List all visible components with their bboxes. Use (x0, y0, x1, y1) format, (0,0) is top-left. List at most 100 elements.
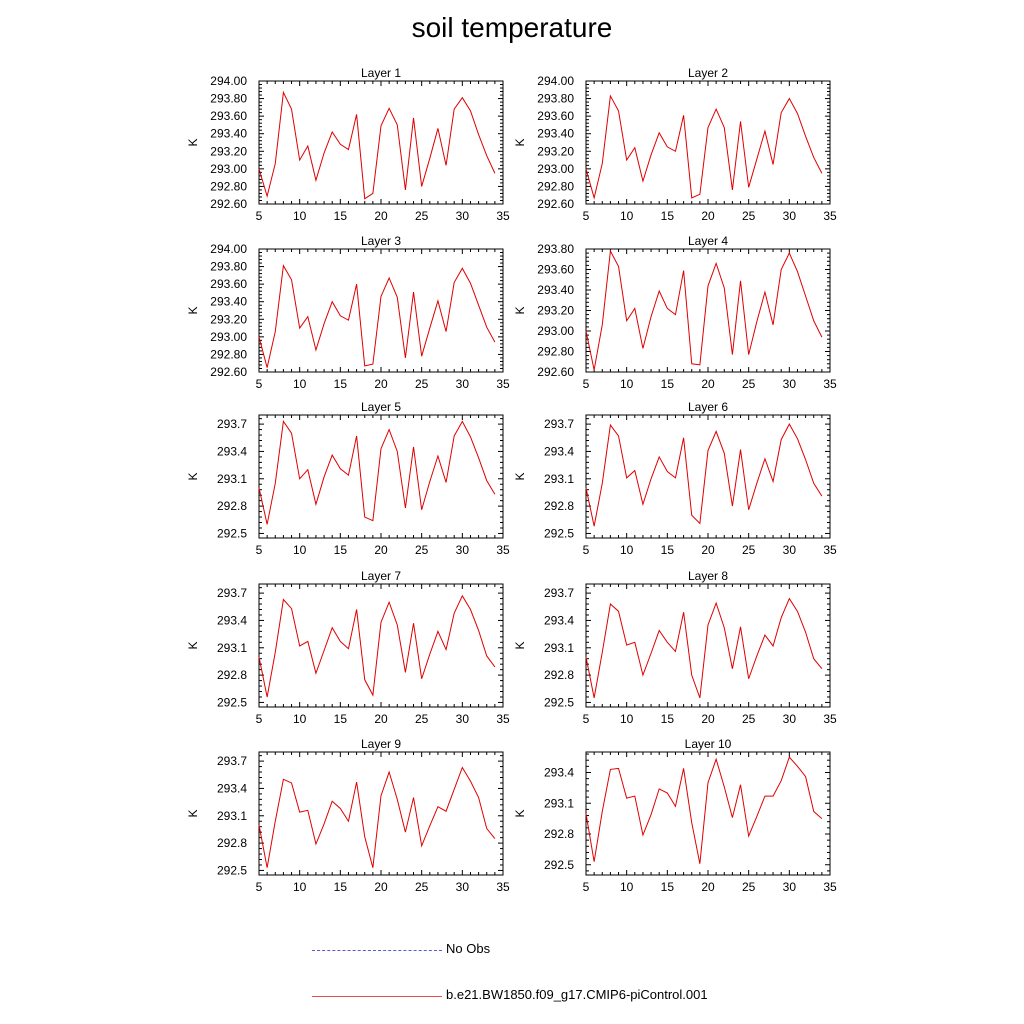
x-tick-label: 35 (823, 712, 837, 726)
x-tick-label: 15 (661, 543, 675, 557)
x-tick-label: 5 (583, 543, 590, 557)
y-tick-label: 293.7 (544, 586, 574, 600)
y-axis-label-layer-7: K (186, 641, 200, 649)
x-tick-label: 20 (701, 543, 715, 557)
x-tick-label: 30 (456, 543, 470, 557)
y-tick-label: 292.5 (217, 526, 247, 540)
y-tick-label: 293.1 (544, 796, 574, 810)
y-tick-label: 293.40 (537, 127, 574, 141)
x-tick-label: 20 (701, 377, 715, 391)
x-tick-label: 35 (496, 543, 510, 557)
x-tick-label: 10 (620, 880, 634, 894)
x-tick-label: 20 (374, 712, 388, 726)
x-tick-label: 25 (742, 377, 756, 391)
y-tick-label: 292.8 (217, 836, 247, 850)
legend-label-obs: No Obs (446, 941, 491, 956)
x-tick-label: 35 (496, 880, 510, 894)
x-tick-label: 10 (293, 377, 307, 391)
y-axis-label-layer-2: K (513, 138, 527, 146)
plot-frame (585, 248, 831, 373)
x-tick-label: 35 (496, 712, 510, 726)
series-line-layer-3 (258, 264, 496, 368)
x-tick-label: 25 (415, 377, 429, 391)
x-tick-label: 5 (583, 880, 590, 894)
x-tick-label: 35 (496, 377, 510, 391)
legend-label-model: b.e21.BW1850.f09_g17.CMIP6-piControl.001 (446, 987, 708, 1002)
x-tick-label: 10 (620, 377, 634, 391)
legend-line-obs (312, 950, 442, 951)
x-tick-label: 5 (256, 377, 263, 391)
series-line-layer-1 (258, 90, 496, 200)
panel-title-layer-2: Layer 2 (688, 66, 728, 80)
x-tick-label: 25 (415, 880, 429, 894)
x-tick-label: 35 (496, 209, 510, 223)
y-tick-label: 293.40 (537, 283, 574, 297)
plot-frame (585, 751, 831, 876)
y-axis-label-layer-6: K (513, 472, 527, 480)
y-tick-label: 293.4 (217, 613, 247, 627)
x-tick-label: 30 (783, 543, 797, 557)
plot-frame (585, 414, 831, 539)
plot-frame (258, 80, 504, 205)
x-tick-label: 25 (415, 209, 429, 223)
x-tick-label: 25 (742, 209, 756, 223)
y-tick-label: 293.80 (210, 260, 247, 274)
y-axis-label-layer-9: K (186, 809, 200, 817)
panel-title-layer-5: Layer 5 (361, 400, 401, 414)
x-tick-label: 35 (823, 543, 837, 557)
y-tick-label: 292.5 (544, 858, 574, 872)
x-tick-label: 30 (783, 880, 797, 894)
legend-line-model (312, 996, 442, 997)
y-tick-label: 293.4 (544, 444, 574, 458)
y-tick-label: 293.60 (210, 109, 247, 123)
x-tick-label: 20 (374, 209, 388, 223)
y-tick-label: 292.8 (544, 827, 574, 841)
panel-layer-10: Layer 10 K 5 10 15 20 25 30 35 292.5 292.8 293.1 293… (513, 737, 837, 894)
plot-frame (258, 583, 504, 708)
panel-layer-4: Layer 4 K 5 10 15 20 25 30 35 292.60 292.80 293.00 2… (513, 234, 837, 391)
y-tick-label: 293.1 (217, 641, 247, 655)
x-tick-label: 20 (701, 209, 715, 223)
plot-frame (258, 414, 504, 539)
panel-layer-8: Layer 8 K 5 10 15 20 25 30 35 292.5 292.8 293.1 293.… (513, 569, 837, 726)
y-tick-label: 292.60 (537, 365, 574, 379)
y-tick-label: 293.80 (537, 92, 574, 106)
y-tick-label: 293.60 (210, 277, 247, 291)
plot-frame (258, 248, 504, 373)
panel-title-layer-4: Layer 4 (688, 234, 728, 248)
y-tick-label: 292.80 (537, 345, 574, 359)
y-axis-label-layer-3: K (186, 306, 200, 314)
y-tick-label: 292.80 (210, 179, 247, 193)
y-tick-label: 293.20 (210, 312, 247, 326)
y-tick-label: 293.4 (217, 444, 247, 458)
plot-frame (258, 751, 504, 876)
panel-title-layer-10: Layer 10 (685, 737, 732, 751)
y-tick-label: 293.40 (210, 127, 247, 141)
x-tick-label: 30 (456, 880, 470, 894)
x-tick-label: 25 (742, 880, 756, 894)
y-tick-label: 292.5 (544, 526, 574, 540)
y-tick-label: 293.7 (544, 417, 574, 431)
panel-title-layer-7: Layer 7 (361, 569, 401, 583)
x-tick-label: 15 (661, 712, 675, 726)
y-axis-label-layer-1: K (186, 138, 200, 146)
x-tick-label: 5 (256, 209, 263, 223)
series-line-layer-7 (258, 594, 496, 698)
y-tick-label: 293.1 (217, 809, 247, 823)
x-tick-label: 35 (823, 880, 837, 894)
y-tick-label: 292.60 (537, 197, 574, 211)
x-tick-label: 30 (783, 712, 797, 726)
series-line-layer-2 (585, 94, 823, 200)
panel-title-layer-9: Layer 9 (361, 737, 401, 751)
y-tick-label: 293.4 (544, 613, 574, 627)
panel-title-layer-3: Layer 3 (361, 234, 401, 248)
x-tick-label: 10 (620, 543, 634, 557)
panel-layer-2: Layer 2 K 5 10 15 20 25 30 35 292.60 292.80 293.00 2… (513, 66, 837, 223)
y-tick-label: 293.7 (217, 417, 247, 431)
y-tick-label: 292.60 (210, 365, 247, 379)
panel-title-layer-6: Layer 6 (688, 400, 728, 414)
panel-layer-3: Layer 3 K 5 10 15 20 25 30 35 292.60 292.80 293.00 2… (186, 234, 510, 391)
y-tick-label: 292.5 (217, 695, 247, 709)
series-line-layer-9 (258, 766, 496, 868)
x-tick-label: 15 (661, 377, 675, 391)
